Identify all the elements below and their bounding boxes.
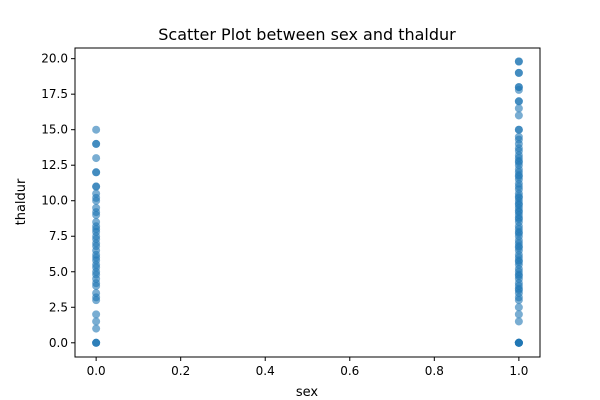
data-point (514, 192, 523, 201)
y-tick-label: 17.5 (41, 87, 68, 101)
data-point (514, 158, 523, 167)
data-point (92, 125, 101, 134)
points-layer (92, 57, 523, 347)
y-tick-label: 0.0 (49, 336, 68, 350)
data-point (92, 227, 101, 236)
x-tick-label: 1.0 (509, 364, 528, 378)
data-point (92, 242, 101, 251)
data-point (514, 172, 523, 181)
data-point (514, 132, 523, 141)
data-point (92, 310, 101, 319)
y-tick-label: 7.5 (49, 229, 68, 243)
data-point (92, 218, 101, 227)
y-axis-label: thaldur (14, 178, 29, 225)
y-tick-label: 5.0 (49, 265, 68, 279)
x-tick-label: 0.8 (425, 364, 444, 378)
data-point (514, 272, 523, 281)
data-point (514, 243, 523, 252)
y-axis: 0.0 2.5 5.0 7.5 10.0 12.5 15.0 17.5 20.0 (41, 52, 75, 350)
data-point (514, 200, 523, 209)
data-point (92, 154, 101, 163)
data-point (514, 83, 523, 92)
x-axis-label: sex (296, 385, 319, 400)
data-point (514, 111, 523, 120)
y-tick-label: 10.0 (41, 194, 68, 208)
x-tick-label: 0.0 (87, 364, 106, 378)
data-point (92, 256, 101, 265)
data-point (514, 125, 523, 134)
data-point (92, 182, 101, 191)
y-tick-label: 2.5 (49, 300, 68, 314)
data-point (514, 338, 523, 347)
y-tick-label: 20.0 (41, 52, 68, 66)
data-point (92, 189, 101, 198)
x-axis: 0.0 0.2 0.4 0.6 0.8 1.0 (87, 357, 528, 378)
data-point (514, 215, 523, 224)
data-point (514, 97, 523, 106)
data-point (92, 324, 101, 333)
y-tick-label: 15.0 (41, 123, 68, 137)
data-point (92, 203, 101, 212)
plot-frame (74, 47, 541, 358)
data-point (92, 317, 101, 326)
data-point (514, 257, 523, 266)
data-point (514, 303, 523, 312)
data-point (514, 229, 523, 238)
x-tick-label: 0.2 (171, 364, 190, 378)
data-point (514, 57, 523, 66)
data-point (514, 317, 523, 326)
data-point (92, 139, 101, 148)
x-tick-label: 0.4 (256, 364, 275, 378)
data-point (92, 270, 101, 279)
data-point (92, 289, 101, 298)
data-point (514, 310, 523, 319)
data-point (92, 168, 101, 177)
data-point (514, 286, 523, 295)
chart-title: Scatter Plot between sex and thaldur (158, 25, 456, 44)
data-point (514, 144, 523, 153)
data-point (92, 338, 101, 347)
data-point (514, 68, 523, 77)
data-point (514, 104, 523, 113)
data-point (514, 206, 523, 215)
x-tick-label: 0.6 (340, 364, 359, 378)
y-tick-label: 12.5 (41, 158, 68, 172)
